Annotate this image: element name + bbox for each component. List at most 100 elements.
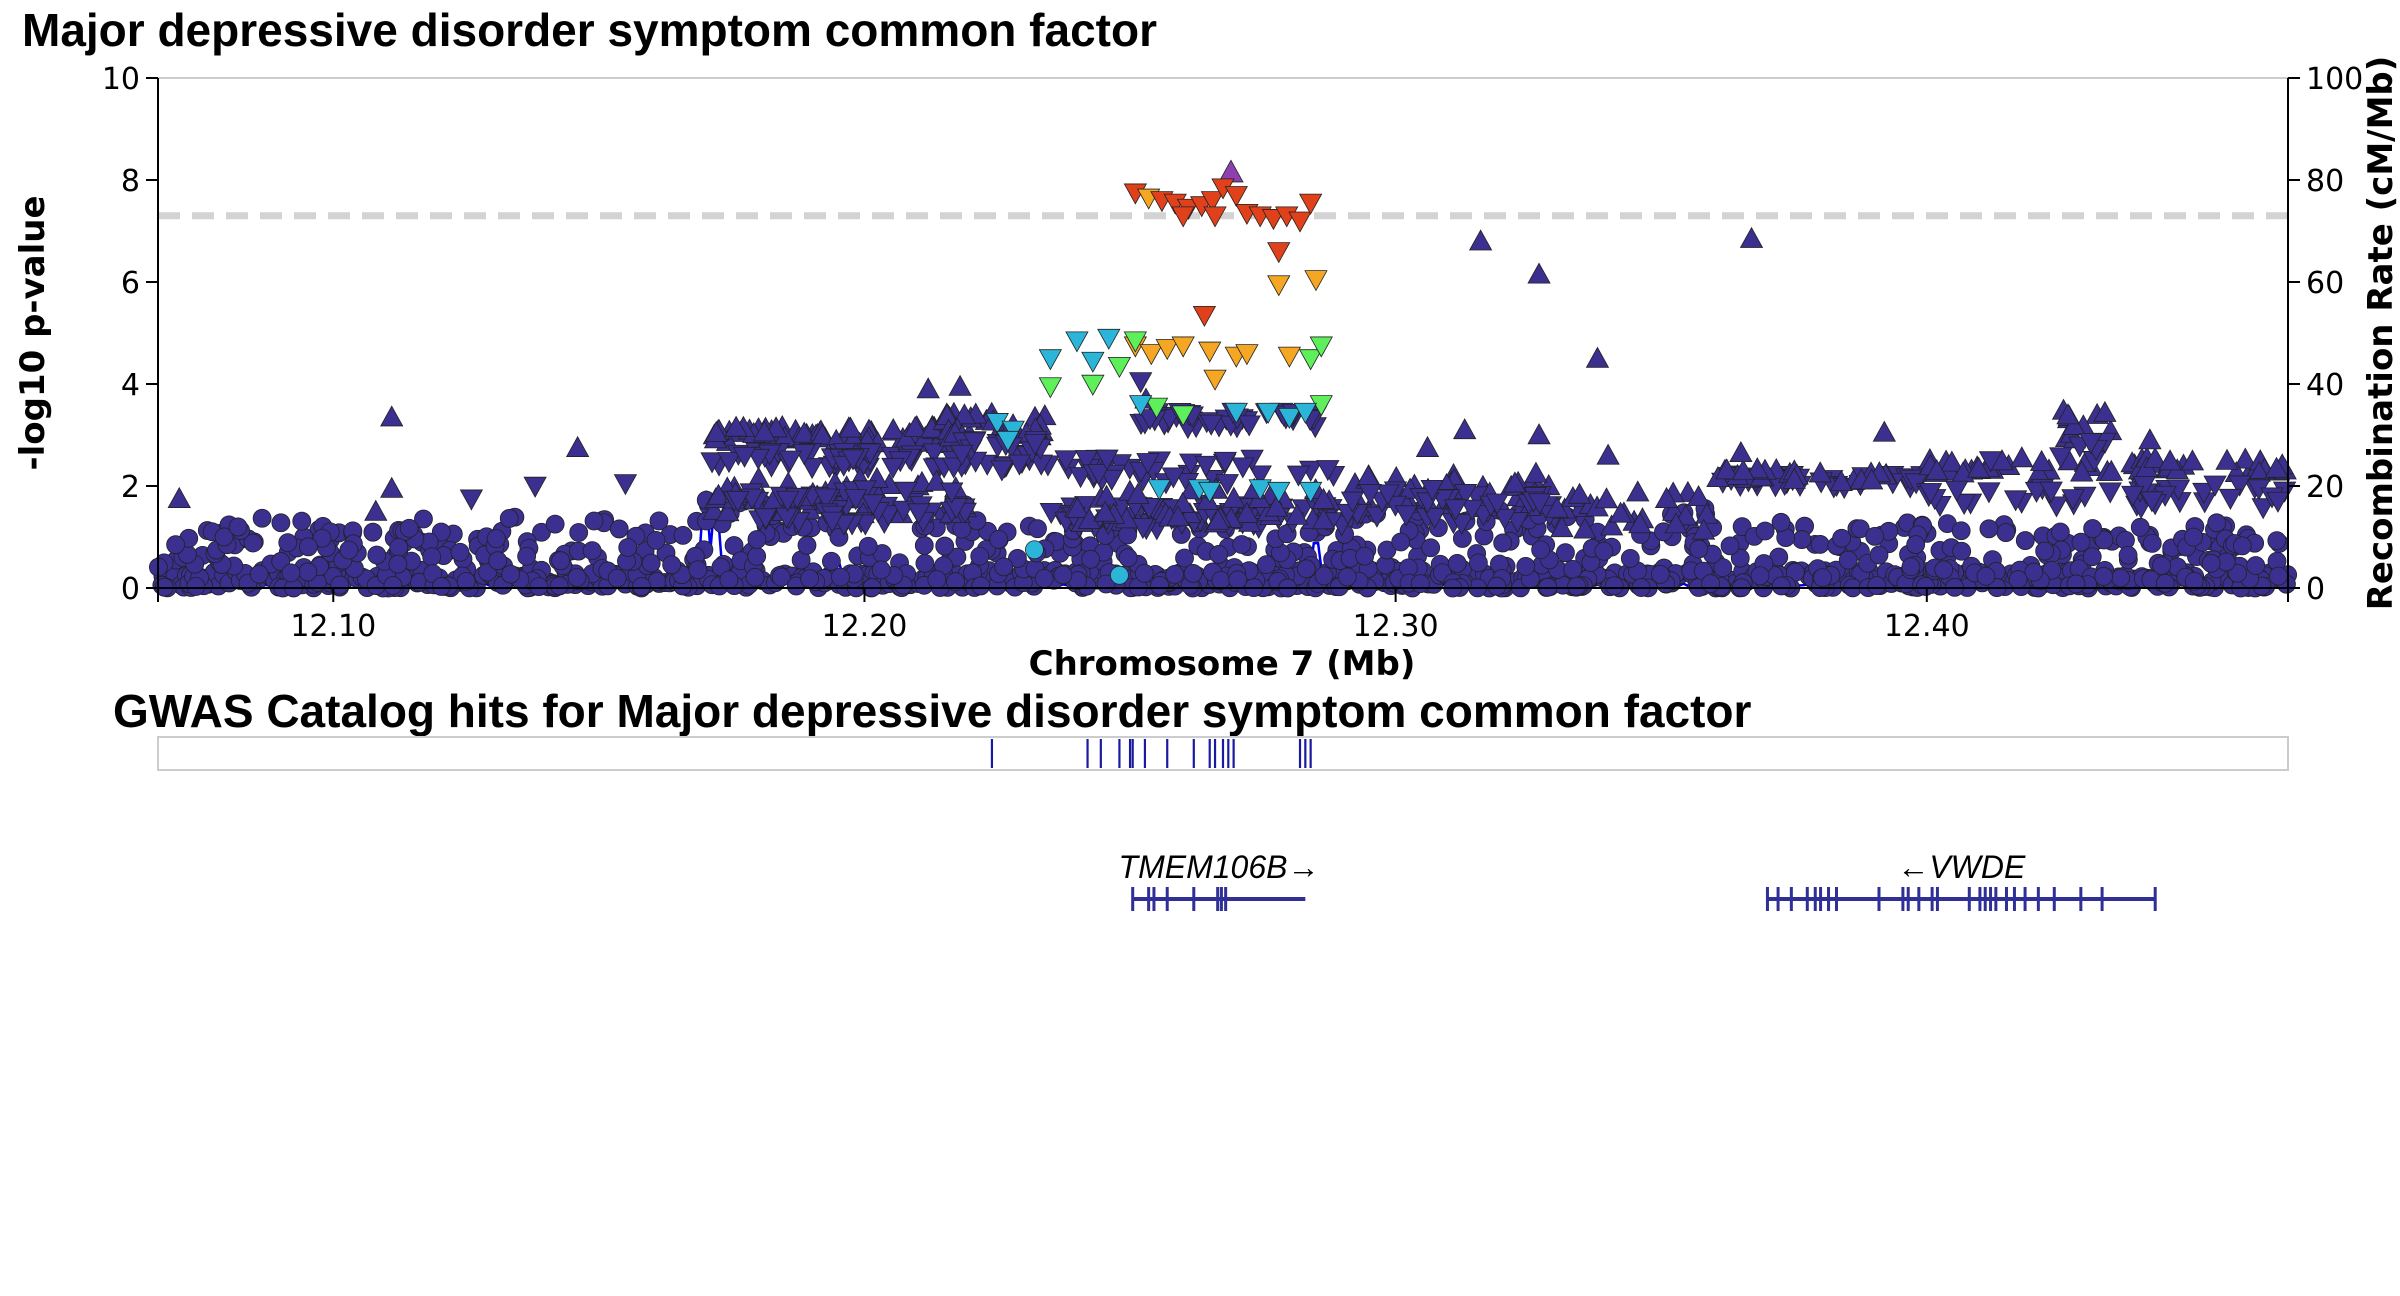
background-snp — [488, 551, 508, 571]
background-snp — [2269, 566, 2288, 586]
background-snp — [1487, 576, 1507, 596]
background-snp — [1007, 454, 1032, 476]
background-snp — [831, 567, 850, 587]
background-snp — [732, 446, 757, 468]
background-snp — [688, 560, 708, 580]
background-snp — [726, 490, 750, 512]
background-snp — [946, 572, 965, 592]
ld-snp — [1107, 356, 1132, 378]
background-snp — [1608, 501, 1633, 523]
background-snp — [1150, 575, 1169, 595]
background-snp — [1131, 518, 1155, 540]
background-snp — [1074, 450, 1099, 472]
gene-exon — [1967, 887, 1971, 911]
background-snp — [814, 488, 838, 510]
background-snp — [841, 449, 865, 471]
background-snp — [1940, 450, 1964, 472]
background-snp — [499, 509, 519, 528]
background-snp — [456, 571, 476, 591]
background-snp — [641, 553, 661, 573]
background-snp — [2184, 527, 2203, 547]
background-snp — [609, 519, 629, 539]
gene-exon — [1165, 887, 1169, 911]
background-snp — [1838, 550, 1858, 570]
background-snp — [1952, 493, 1976, 516]
background-snp — [1810, 535, 1830, 554]
background-snp — [1739, 226, 1764, 248]
background-snp — [2070, 460, 2094, 482]
background-snp — [1376, 484, 1400, 506]
gene-exon — [2004, 887, 2008, 911]
y2-tick-label: 60 — [2306, 266, 2344, 301]
background-snp — [1729, 441, 1753, 463]
background-snp — [523, 476, 547, 498]
background-snp — [2071, 532, 2091, 552]
background-snp — [1556, 543, 1575, 563]
background-snp — [1976, 566, 1996, 586]
background-snp — [1872, 420, 1896, 442]
ld-snp — [1203, 206, 1227, 228]
gwas-catalog-title: GWAS Catalog hits for Major depressive d… — [113, 685, 1752, 737]
background-snp — [1792, 530, 1812, 549]
background-snp — [1358, 484, 1382, 506]
ld-snp — [1123, 331, 1148, 353]
background-snp — [2203, 475, 2227, 497]
background-snp — [2082, 547, 2102, 567]
ld-snp — [1081, 351, 1105, 373]
background-snp — [281, 563, 301, 583]
background-snp — [935, 536, 955, 556]
ld-snp — [1110, 565, 1129, 585]
background-snp — [2111, 568, 2130, 588]
background-snp — [1869, 545, 1889, 565]
background-snp — [389, 538, 409, 557]
background-snp — [821, 551, 841, 571]
background-snp — [2266, 491, 2290, 513]
background-snp — [364, 499, 388, 521]
background-snp — [1567, 482, 1592, 504]
background-snp — [1316, 460, 1340, 482]
y-tick-label: 6 — [121, 266, 140, 301]
background-snp — [1081, 549, 1101, 569]
background-snp — [747, 530, 767, 549]
background-snp — [632, 577, 651, 596]
background-snp — [278, 533, 298, 553]
background-snp — [1689, 539, 1709, 559]
background-snp — [922, 443, 946, 465]
background-snp — [1782, 467, 1806, 489]
background-snp — [1531, 540, 1551, 560]
background-snp — [2061, 489, 2085, 511]
background-snp — [2142, 533, 2162, 553]
background-snp — [1311, 487, 1336, 509]
background-snp — [950, 444, 974, 466]
gene-exon — [1989, 887, 1993, 911]
background-snp — [1337, 567, 1357, 587]
background-snp — [2062, 413, 2086, 435]
ld-snp — [1256, 402, 1280, 424]
background-snp — [1901, 557, 1921, 577]
background-snp — [820, 511, 844, 533]
ld-snp — [1298, 481, 1323, 503]
y2-tick-label: 20 — [2306, 470, 2344, 505]
ld-snp — [1267, 242, 1291, 264]
background-snp — [2029, 449, 2054, 471]
background-snp — [1421, 538, 1441, 558]
background-snp — [1979, 519, 1999, 539]
background-snp — [944, 498, 968, 520]
ld-snp — [1128, 395, 1153, 417]
background-snp — [1527, 262, 1551, 284]
background-snp — [1594, 541, 1614, 561]
background-snp — [459, 489, 484, 511]
background-snp — [1095, 449, 1119, 471]
ld-snp — [1304, 270, 1328, 292]
background-snp — [1108, 454, 1132, 476]
background-snp — [1008, 549, 1027, 568]
background-snp — [1231, 457, 1255, 479]
background-snp — [861, 494, 885, 516]
background-snp — [2155, 573, 2175, 593]
background-snp — [927, 570, 947, 589]
y-axis-label: -log10 p-value — [13, 195, 53, 470]
background-snp — [1099, 469, 1124, 491]
background-snp — [2233, 447, 2257, 469]
background-snp — [706, 483, 731, 505]
